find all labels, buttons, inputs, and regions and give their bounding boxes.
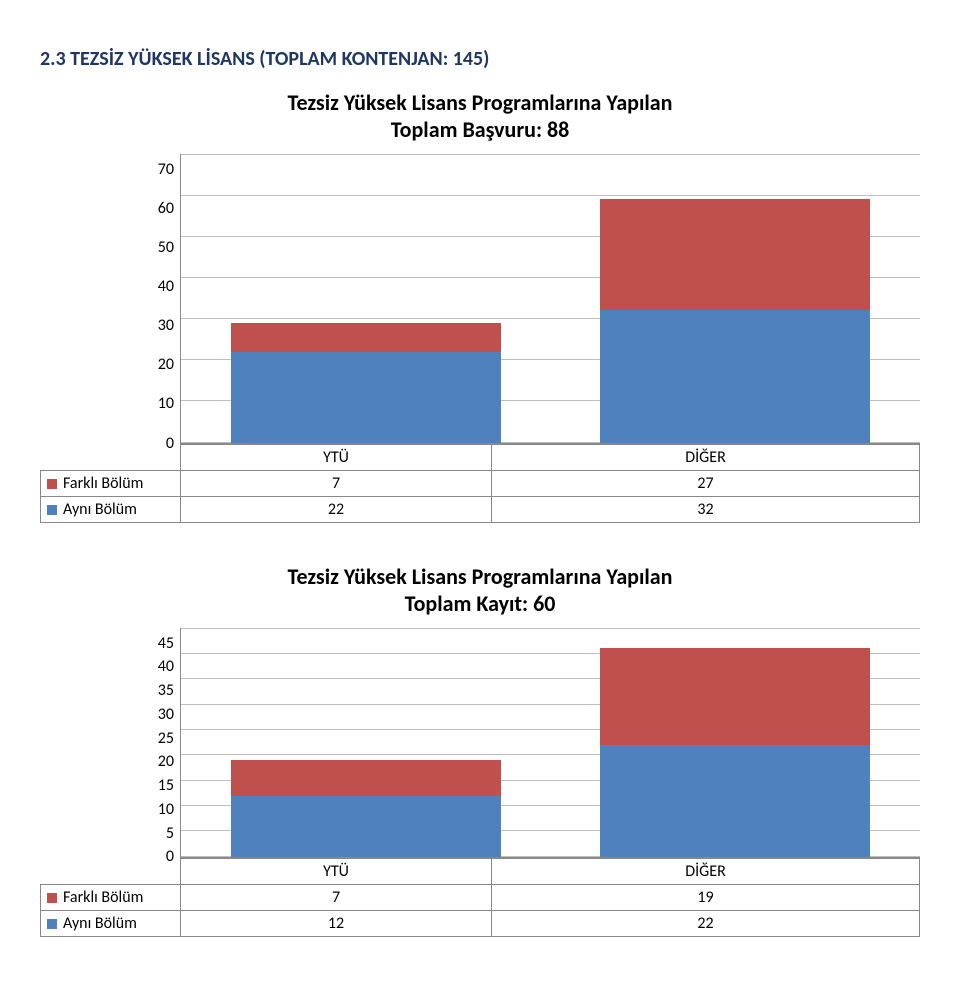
y-tick: 5: [166, 826, 174, 842]
legend-value: 19: [492, 884, 920, 910]
plot-area: [180, 154, 920, 444]
legend-value: 12: [181, 910, 492, 936]
legend-swatch: [47, 919, 57, 929]
chart-0: Tezsiz Yüksek Lisans Programlarına Yapıl…: [40, 89, 920, 523]
y-tick: 10: [158, 396, 174, 412]
plot-area: [180, 628, 920, 858]
y-axis: 706050403020100: [40, 154, 180, 444]
y-tick: 45: [158, 636, 174, 652]
y-axis: 454035302520151050: [40, 628, 180, 858]
legend-swatch: [47, 893, 57, 903]
y-tick: 30: [158, 707, 174, 723]
bar-segment: [231, 760, 501, 796]
legend-swatch: [47, 505, 57, 515]
legend-swatch: [47, 479, 57, 489]
legend-value: 32: [492, 496, 920, 522]
y-tick: 10: [158, 802, 174, 818]
legend-table: YTÜDİĞER Farklı Bölüm719 Aynı Bölüm1222: [40, 858, 920, 937]
legend-spacer: [41, 444, 181, 470]
category-label: YTÜ: [181, 444, 492, 470]
legend-label: Aynı Bölüm: [41, 496, 181, 522]
bar-group: [231, 628, 501, 857]
chart-1: Tezsiz Yüksek Lisans Programlarına Yapıl…: [40, 563, 920, 937]
charts-container: Tezsiz Yüksek Lisans Programlarına Yapıl…: [40, 89, 920, 937]
y-tick: 20: [158, 754, 174, 770]
legend-spacer: [41, 858, 181, 884]
bar-segment: [231, 796, 501, 857]
legend-value: 22: [492, 910, 920, 936]
legend-label: Farklı Bölüm: [41, 884, 181, 910]
y-tick: 0: [166, 436, 174, 452]
y-tick: 35: [158, 683, 174, 699]
bars-layer: [181, 154, 920, 443]
y-tick: 25: [158, 731, 174, 747]
legend-value: 22: [181, 496, 492, 522]
legend-label: Farklı Bölüm: [41, 470, 181, 496]
bar-segment: [600, 310, 870, 442]
bar-group: [231, 154, 501, 443]
y-tick: 40: [158, 279, 174, 295]
legend-value: 7: [181, 470, 492, 496]
legend-table: YTÜDİĞER Farklı Bölüm727 Aynı Bölüm2232: [40, 444, 920, 523]
legend-value: 7: [181, 884, 492, 910]
y-tick: 60: [158, 201, 174, 217]
category-label: DİĞER: [492, 444, 920, 470]
y-tick: 40: [158, 659, 174, 675]
bar-segment: [231, 323, 501, 352]
bars-layer: [181, 628, 920, 857]
legend-label: Aynı Bölüm: [41, 910, 181, 936]
bar-group: [600, 154, 870, 443]
y-tick: 30: [158, 318, 174, 334]
y-tick: 50: [158, 240, 174, 256]
y-tick: 20: [158, 357, 174, 373]
y-tick: 70: [158, 162, 174, 178]
bar-segment: [600, 199, 870, 310]
category-label: YTÜ: [181, 858, 492, 884]
bar-group: [600, 628, 870, 857]
chart-title: Tezsiz Yüksek Lisans Programlarına Yapıl…: [40, 563, 920, 618]
category-label: DİĞER: [492, 858, 920, 884]
y-tick: 0: [166, 849, 174, 865]
bar-segment: [231, 352, 501, 443]
bar-segment: [600, 648, 870, 745]
y-tick: 15: [158, 778, 174, 794]
chart-title: Tezsiz Yüksek Lisans Programlarına Yapıl…: [40, 89, 920, 144]
section-heading: 2.3 TEZSİZ YÜKSEK LİSANS (TOPLAM KONTENJ…: [40, 47, 920, 71]
legend-value: 27: [492, 470, 920, 496]
bar-segment: [600, 745, 870, 857]
